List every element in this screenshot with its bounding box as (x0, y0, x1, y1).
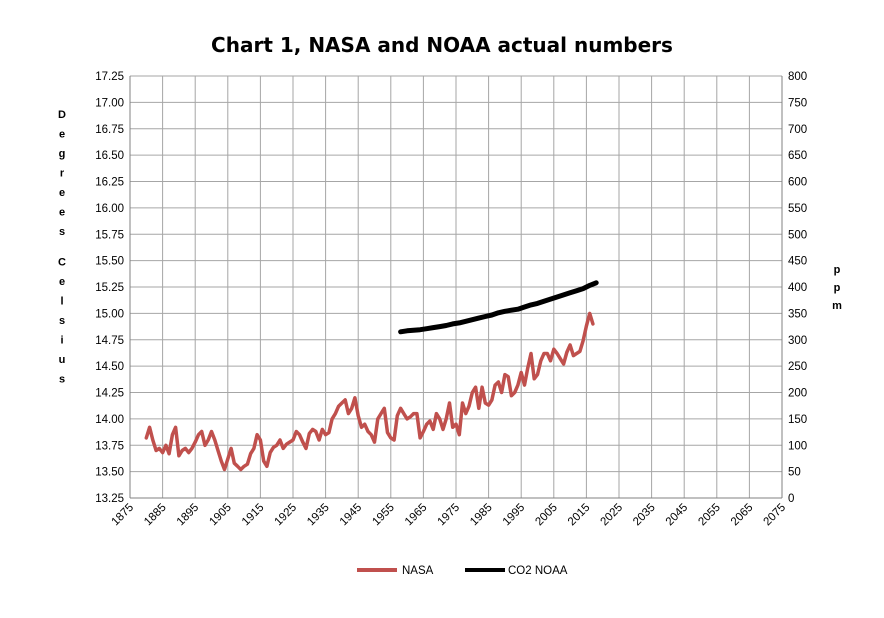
right-tick-label: 400 (788, 282, 807, 294)
right-tick-label: 500 (788, 229, 807, 241)
left-tick-label: 16.25 (95, 177, 124, 189)
x-tick-label: 1955 (370, 502, 397, 529)
right-tick-label: 750 (788, 97, 807, 109)
legend-label-nasa: NASA (402, 565, 434, 577)
axis-label-letter: e (59, 129, 65, 141)
right-tick-label: 800 (788, 71, 807, 83)
right-tick-label: 150 (788, 414, 807, 426)
left-tick-label: 13.25 (95, 493, 124, 505)
x-tick-label: 1995 (501, 502, 528, 529)
x-tick-label: 1985 (468, 502, 495, 529)
right-tick-label: 600 (788, 177, 807, 189)
x-tick-label: 2075 (762, 502, 789, 529)
left-tick-label: 14.50 (95, 361, 124, 373)
axis-label-letter: l (60, 296, 63, 308)
x-tick-label: 2015 (566, 502, 593, 529)
right-tick-label: 650 (788, 150, 807, 162)
x-tick-label: 1925 (273, 502, 300, 529)
x-tick-label: 2055 (696, 502, 723, 529)
axis-label-letter: g (59, 148, 66, 160)
left-tick-label: 14.75 (95, 335, 124, 347)
x-tick-label: 1875 (110, 502, 137, 529)
x-tick-label: 1905 (207, 502, 234, 529)
axis-label-letter: m (832, 300, 842, 312)
right-y-axis-label: ppm (832, 264, 842, 312)
x-tick-label: 2005 (533, 502, 560, 529)
x-tick-label: 2045 (664, 502, 691, 529)
x-axis: 1875 1885 1895 1905 1915 1925 1935 1945 1955 1965… (110, 502, 789, 529)
left-tick-label: 16.00 (95, 203, 124, 215)
axis-label-letter: s (59, 226, 65, 238)
left-tick-label: 15.50 (95, 256, 124, 268)
gridlines (129, 75, 783, 499)
x-tick-label: 1935 (305, 502, 332, 529)
left-tick-label: 16.75 (95, 124, 124, 136)
left-y-axis: 13.25 13.50 13.75 14.00 14.25 14.50 14.75 15.00… (95, 71, 124, 505)
series-line-co2-noaa (398, 280, 599, 335)
axis-label-letter: i (60, 335, 63, 347)
left-tick-label: 15.25 (95, 282, 124, 294)
x-tick-label: 2035 (631, 502, 658, 529)
axis-label-letter: s (59, 374, 65, 386)
left-tick-label: 13.50 (95, 467, 124, 479)
axis-label-letter: e (59, 207, 65, 219)
left-tick-label: 13.75 (95, 440, 124, 452)
axis-label-letter: D (58, 109, 66, 121)
left-tick-label: 17.25 (95, 71, 124, 83)
x-tick-label: 1895 (175, 502, 202, 529)
x-tick-label: 1885 (142, 502, 169, 529)
left-tick-label: 16.50 (95, 150, 124, 162)
axis-label-letter: e (59, 187, 65, 199)
axis-label-letter: u (59, 354, 66, 366)
right-tick-label: 350 (788, 308, 807, 320)
x-tick-label: 1975 (436, 502, 463, 529)
x-tick-label: 1915 (240, 502, 267, 529)
left-tick-label: 14.00 (95, 414, 124, 426)
x-tick-label: 1965 (403, 502, 430, 529)
legend: NASA CO2 NOAA (357, 565, 568, 577)
right-tick-label: 550 (788, 203, 807, 215)
legend-label-co2-noaa: CO2 NOAA (508, 565, 568, 577)
x-tick-label: 2025 (599, 502, 626, 529)
x-tick-label: 2065 (729, 502, 756, 529)
axis-label-letter: C (58, 257, 66, 269)
right-tick-label: 50 (788, 467, 801, 479)
right-tick-label: 100 (788, 440, 807, 452)
axis-label-letter: r (60, 168, 65, 180)
right-tick-label: 0 (788, 493, 794, 505)
right-tick-label: 700 (788, 124, 807, 136)
x-tick-label: 1945 (338, 502, 365, 529)
right-tick-label: 250 (788, 361, 807, 373)
left-tick-label: 17.00 (95, 97, 124, 109)
series-line-nasa (144, 311, 595, 472)
right-tick-label: 200 (788, 388, 807, 400)
right-y-axis: 0 50 100 150 200 250 300 350 400 450 500 550 600 650 7… (788, 71, 807, 505)
axis-label-letter: e (59, 276, 65, 288)
right-tick-label: 300 (788, 335, 807, 347)
left-tick-label: 15.75 (95, 229, 124, 241)
right-tick-label: 450 (788, 256, 807, 268)
axis-label-letter: s (59, 315, 65, 327)
chart-title: Chart 1, NASA and NOAA actual numbers (211, 33, 673, 57)
series-group (144, 280, 599, 472)
left-tick-label: 14.25 (95, 388, 124, 400)
axis-label-letter: p (834, 264, 841, 276)
axis-label-letter: p (834, 282, 841, 294)
left-tick-label: 15.00 (95, 308, 124, 320)
